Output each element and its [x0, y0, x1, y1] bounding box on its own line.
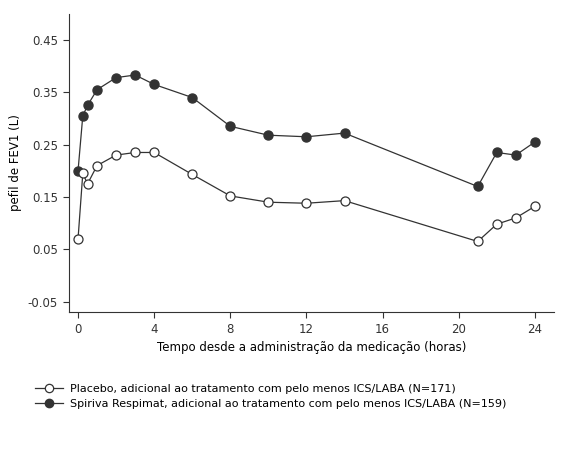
X-axis label: Tempo desde a administração da medicação (horas): Tempo desde a administração da medicação…: [156, 341, 466, 354]
Legend: Placebo, adicional ao tratamento com pelo menos ICS/LABA (N=171), Spiriva Respim: Placebo, adicional ao tratamento com pel…: [35, 383, 506, 409]
Y-axis label: pefil de FEV1 (L): pefil de FEV1 (L): [9, 114, 22, 212]
